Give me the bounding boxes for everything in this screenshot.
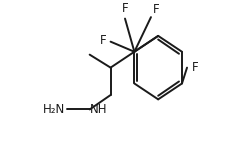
Text: F: F	[153, 3, 160, 16]
Text: H₂N: H₂N	[43, 103, 65, 116]
Text: F: F	[100, 34, 107, 47]
Text: F: F	[192, 61, 199, 74]
Text: F: F	[122, 2, 128, 15]
Text: NH: NH	[90, 103, 107, 116]
